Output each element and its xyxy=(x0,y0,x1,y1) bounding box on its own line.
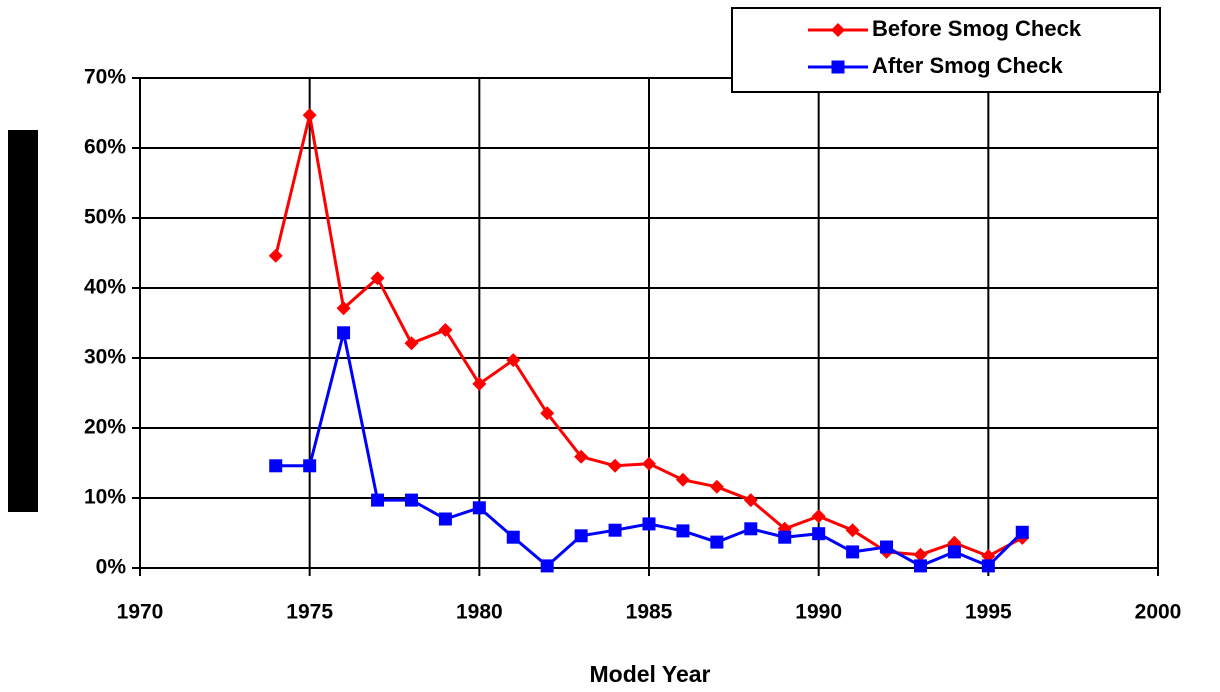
data-point xyxy=(642,456,656,471)
data-point xyxy=(710,535,724,549)
data-point xyxy=(269,459,283,473)
data-point xyxy=(642,517,656,531)
data-point xyxy=(302,108,317,123)
data-point xyxy=(268,248,283,263)
x-tick-label: 1990 xyxy=(795,601,842,624)
data-point xyxy=(913,559,927,573)
y-tick-label: 30% xyxy=(84,346,126,369)
data-point xyxy=(608,523,622,537)
data-point xyxy=(404,336,419,351)
data-point xyxy=(1015,525,1029,539)
data-point xyxy=(337,326,351,340)
data-point xyxy=(812,527,826,541)
data-point xyxy=(608,458,623,473)
data-point xyxy=(506,530,520,544)
data-point xyxy=(371,493,385,507)
data-point xyxy=(540,406,555,421)
data-point xyxy=(744,522,758,536)
data-point xyxy=(574,529,588,543)
x-tick-label: 1975 xyxy=(286,601,333,624)
data-point xyxy=(913,547,928,562)
y-tick-label: 60% xyxy=(84,136,126,159)
data-point xyxy=(709,479,724,494)
y-tick-label: 70% xyxy=(84,66,126,89)
x-tick-label: 1980 xyxy=(456,601,503,624)
x-tick-label: 2000 xyxy=(1135,601,1182,624)
legend-label: After Smog Check xyxy=(872,53,1063,78)
legend-box xyxy=(731,7,1161,93)
data-point xyxy=(675,472,690,487)
data-point xyxy=(404,493,418,507)
data-point xyxy=(743,493,758,508)
y-tick-label: 20% xyxy=(84,416,126,439)
data-point xyxy=(574,449,589,464)
data-point xyxy=(438,323,453,337)
x-tick-label: 1970 xyxy=(117,601,164,624)
data-point xyxy=(303,459,317,473)
legend-label: Before Smog Check xyxy=(872,16,1082,41)
data-point xyxy=(540,559,554,573)
legend-marker xyxy=(831,23,845,37)
data-point xyxy=(947,545,961,559)
y-tick-label: 0% xyxy=(96,556,127,579)
data-point xyxy=(981,559,995,573)
data-point xyxy=(676,524,690,538)
y-tick-label: 50% xyxy=(84,206,126,229)
data-point xyxy=(846,545,860,559)
data-point xyxy=(472,501,486,515)
data-point xyxy=(438,512,452,526)
data-point xyxy=(506,353,521,368)
y-tick-label: 40% xyxy=(84,276,126,299)
data-point xyxy=(370,271,385,286)
data-point xyxy=(336,301,351,316)
x-tick-label: 1985 xyxy=(626,601,673,624)
x-axis-title: Model Year xyxy=(589,661,710,687)
data-point xyxy=(880,540,894,554)
x-tick-label: 1995 xyxy=(965,601,1012,624)
data-point xyxy=(778,530,792,544)
data-point xyxy=(472,376,487,391)
legend-marker xyxy=(831,60,845,74)
data-point xyxy=(845,523,860,538)
redaction xyxy=(8,130,38,512)
y-tick-label: 10% xyxy=(84,486,126,509)
data-point xyxy=(811,509,826,524)
